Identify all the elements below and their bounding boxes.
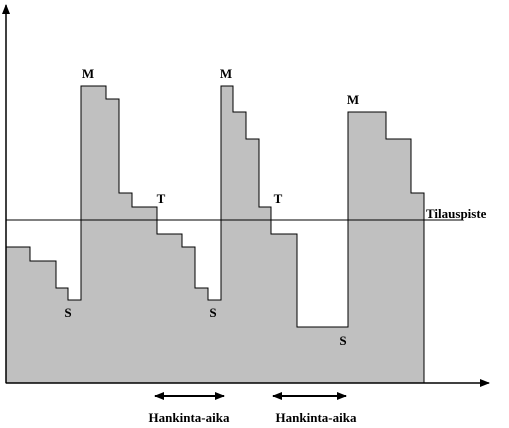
inventory-area (5, 85, 425, 384)
lead-time-label: Hankinta-aika (276, 410, 357, 425)
safety-label: S (209, 305, 216, 320)
reorder-mark: T (157, 191, 166, 206)
max-label: M (82, 66, 94, 81)
reorder-point-label: Tilauspiste (426, 206, 487, 221)
safety-label: S (339, 333, 346, 348)
safety-label: S (64, 305, 71, 320)
reorder-mark: T (274, 191, 283, 206)
lead-time-label: Hankinta-aika (149, 410, 230, 425)
max-label: M (220, 66, 232, 81)
max-label: M (347, 92, 359, 107)
